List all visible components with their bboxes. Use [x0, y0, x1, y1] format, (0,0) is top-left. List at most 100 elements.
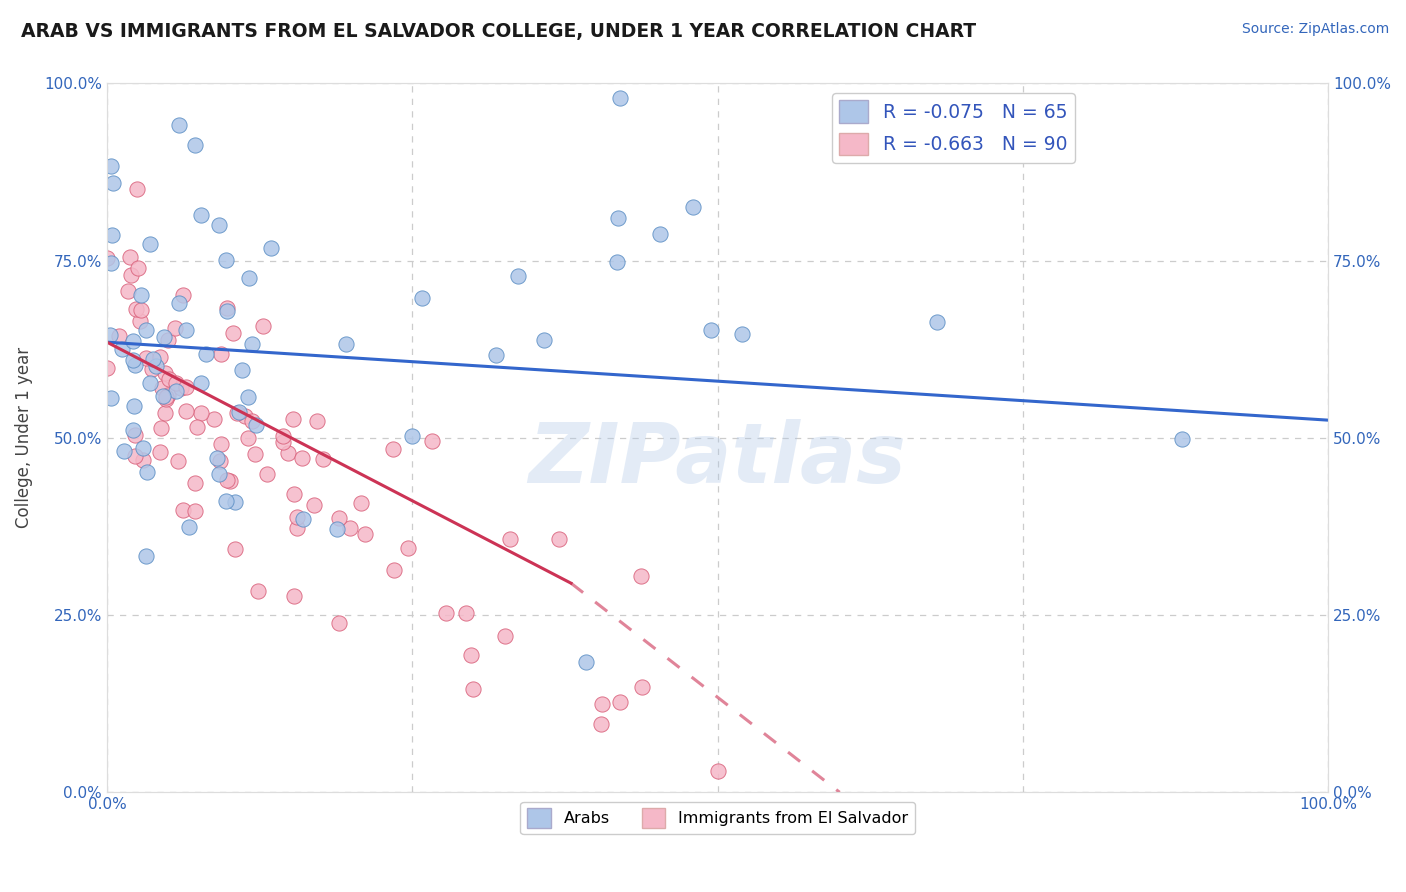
- Point: [149, 350, 172, 364]
- Point: [152, 389, 174, 403]
- Point: [122, 423, 145, 437]
- Point: [150, 420, 173, 434]
- Point: [411, 291, 433, 305]
- Point: [215, 303, 238, 318]
- Point: [700, 323, 723, 337]
- Point: [302, 498, 325, 512]
- Point: [136, 466, 159, 480]
- Point: [506, 268, 529, 283]
- Point: [153, 406, 176, 420]
- Point: [209, 437, 232, 451]
- Point: [224, 541, 246, 556]
- Point: [111, 342, 134, 356]
- Point: [101, 228, 124, 243]
- Point: [190, 406, 212, 420]
- Point: [205, 451, 228, 466]
- Point: [120, 268, 142, 282]
- Point: [129, 302, 152, 317]
- Point: [208, 454, 231, 468]
- Point: [236, 390, 259, 404]
- Point: [215, 473, 238, 487]
- Point: [240, 337, 263, 351]
- Point: [207, 467, 229, 481]
- Point: [208, 219, 231, 233]
- Point: [135, 323, 157, 337]
- Point: [243, 447, 266, 461]
- Point: [339, 521, 361, 535]
- Point: [219, 474, 242, 488]
- Point: [245, 417, 267, 432]
- Point: [305, 415, 328, 429]
- Point: [184, 137, 207, 152]
- Point: [145, 359, 167, 373]
- Point: [128, 314, 150, 328]
- Point: [283, 486, 305, 500]
- Point: [125, 301, 148, 316]
- Y-axis label: College, Under 1 year: College, Under 1 year: [15, 347, 32, 528]
- Point: [349, 496, 371, 510]
- Point: [283, 589, 305, 603]
- Point: [117, 284, 139, 298]
- Point: [499, 532, 522, 546]
- Point: [606, 255, 628, 269]
- Point: [285, 510, 308, 524]
- Point: [127, 182, 149, 196]
- Legend: Arabs, Immigrants from El Salvador: Arabs, Immigrants from El Salvador: [520, 802, 915, 834]
- Point: [142, 352, 165, 367]
- Point: [281, 412, 304, 426]
- Point: [124, 427, 146, 442]
- Point: [98, 327, 121, 342]
- Point: [285, 520, 308, 534]
- Point: [184, 475, 207, 490]
- Point: [152, 330, 174, 344]
- Point: [328, 615, 350, 630]
- Point: [273, 435, 295, 450]
- Point: [215, 252, 238, 267]
- Point: [103, 177, 125, 191]
- Point: [156, 333, 179, 347]
- Point: [271, 428, 294, 442]
- Point: [169, 118, 191, 132]
- Point: [167, 454, 190, 468]
- Point: [157, 372, 180, 386]
- Point: [354, 526, 377, 541]
- Point: [165, 384, 187, 398]
- Point: [96, 360, 118, 375]
- Point: [184, 504, 207, 518]
- Point: [252, 318, 274, 333]
- Point: [100, 256, 122, 270]
- Point: [454, 606, 477, 620]
- Point: [139, 376, 162, 390]
- Point: [170, 381, 193, 395]
- Point: [236, 431, 259, 445]
- Point: [150, 381, 173, 395]
- Point: [312, 452, 335, 467]
- Point: [215, 301, 238, 315]
- Point: [256, 467, 278, 481]
- Point: [129, 288, 152, 302]
- Point: [224, 495, 246, 509]
- Point: [132, 453, 155, 467]
- Point: [238, 271, 260, 285]
- Point: [124, 450, 146, 464]
- Point: [96, 251, 118, 265]
- Point: [118, 250, 141, 264]
- Point: [335, 337, 357, 351]
- Point: [135, 351, 157, 365]
- Point: [260, 241, 283, 255]
- Point: [434, 607, 457, 621]
- Point: [202, 412, 225, 426]
- Point: [927, 315, 949, 329]
- Point: [112, 443, 135, 458]
- Point: [165, 376, 187, 390]
- Point: [292, 511, 315, 525]
- Point: [122, 399, 145, 413]
- Point: [731, 326, 754, 341]
- Point: [630, 569, 652, 583]
- Point: [127, 260, 149, 275]
- Point: [1170, 432, 1192, 446]
- Point: [177, 520, 200, 534]
- Point: [396, 541, 419, 556]
- Point: [186, 420, 208, 434]
- Point: [157, 388, 180, 402]
